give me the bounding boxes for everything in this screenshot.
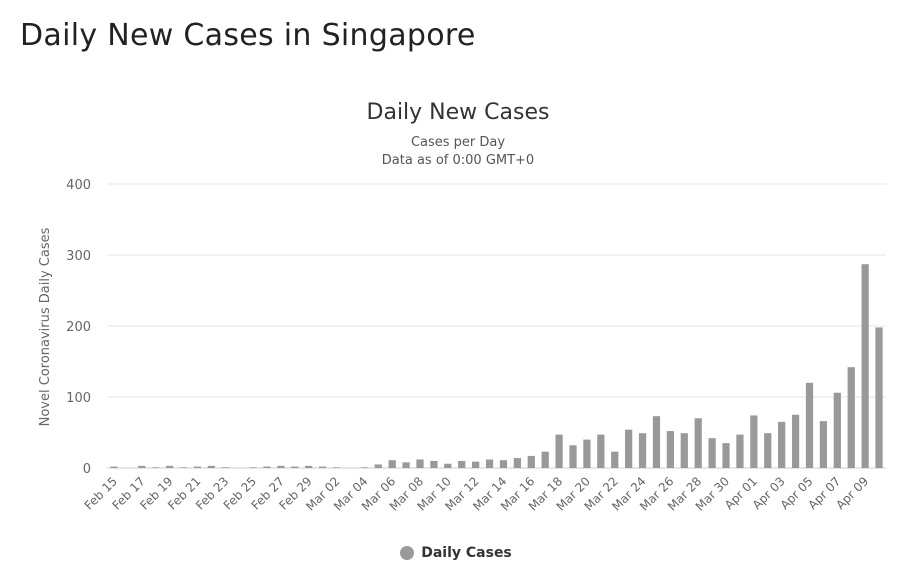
bar[interactable] (541, 451, 549, 468)
bar[interactable] (152, 467, 160, 468)
bar[interactable] (360, 467, 368, 468)
bar[interactable] (513, 458, 521, 468)
bar[interactable] (138, 465, 146, 468)
bar[interactable] (527, 455, 535, 468)
bar[interactable] (791, 414, 800, 468)
bar[interactable] (305, 465, 313, 468)
bar[interactable] (722, 443, 730, 468)
bar[interactable] (499, 460, 508, 468)
bar[interactable] (680, 433, 688, 468)
bar[interactable] (249, 467, 257, 468)
bar[interactable] (207, 465, 215, 468)
bar[interactable] (652, 416, 661, 468)
y-axis-ticks: 0 100 200 300 400 (66, 178, 91, 477)
page-title: Daily New Cases in Singapore (20, 18, 476, 53)
bar[interactable] (458, 460, 466, 468)
bar[interactable] (611, 451, 619, 468)
bar[interactable] (165, 465, 174, 468)
legend-item-daily-cases[interactable]: Daily Cases (400, 545, 512, 561)
y-axis-label: Novel Coronavirus Daily Cases (38, 227, 53, 426)
bar[interactable] (277, 465, 285, 468)
grid-layer (107, 183, 886, 469)
bar[interactable] (875, 327, 883, 468)
bar[interactable] (569, 445, 577, 468)
bar[interactable] (778, 421, 786, 468)
legend-label: Daily Cases (421, 545, 512, 561)
y-tick-label: 100 (66, 391, 91, 406)
bar[interactable] (583, 439, 591, 468)
chart-subtitle-line-2: Data as of 0:00 GMT+0 (382, 153, 534, 168)
daily-new-cases-chart: Daily New Cases Cases per Day Data as of… (38, 100, 886, 514)
bar[interactable] (861, 264, 869, 468)
bar[interactable] (847, 367, 855, 468)
bar[interactable] (694, 418, 702, 468)
bar[interactable] (485, 459, 494, 468)
bar[interactable] (193, 466, 202, 468)
bar[interactable] (708, 438, 716, 468)
y-tick-label: 0 (83, 462, 91, 477)
legend-marker-icon (400, 546, 415, 560)
bar[interactable] (833, 392, 841, 468)
y-tick-label: 200 (66, 320, 91, 335)
bar[interactable] (110, 466, 118, 468)
y-tick-label: 300 (66, 249, 91, 264)
bar[interactable] (318, 466, 327, 468)
bar[interactable] (666, 431, 675, 468)
bar[interactable] (179, 467, 188, 468)
bar[interactable] (374, 464, 382, 468)
bar[interactable] (764, 433, 772, 468)
bar[interactable] (402, 462, 410, 468)
bar[interactable] (597, 434, 605, 468)
bar[interactable] (638, 433, 647, 468)
chart-container: Daily New Cases Cases per Day Data as of… (0, 80, 912, 580)
legend: Daily Cases (0, 545, 912, 564)
bar[interactable] (736, 434, 744, 468)
chart-title: Daily New Cases (367, 100, 550, 125)
bar[interactable] (750, 415, 758, 468)
bar[interactable] (332, 467, 341, 468)
bar[interactable] (819, 421, 828, 468)
bar[interactable] (625, 429, 633, 468)
bar[interactable] (805, 382, 814, 468)
bar[interactable] (555, 434, 563, 468)
bar[interactable] (388, 460, 396, 468)
bar[interactable] (472, 461, 480, 468)
bar[interactable] (444, 463, 452, 468)
bar[interactable] (263, 466, 271, 468)
y-tick-label: 400 (66, 178, 91, 193)
chart-subtitle-line-1: Cases per Day (411, 135, 505, 150)
bar[interactable] (291, 466, 299, 468)
bar[interactable] (430, 460, 438, 468)
bar[interactable] (221, 467, 229, 468)
bar[interactable] (416, 459, 424, 468)
bar-series-daily-cases (110, 264, 883, 468)
